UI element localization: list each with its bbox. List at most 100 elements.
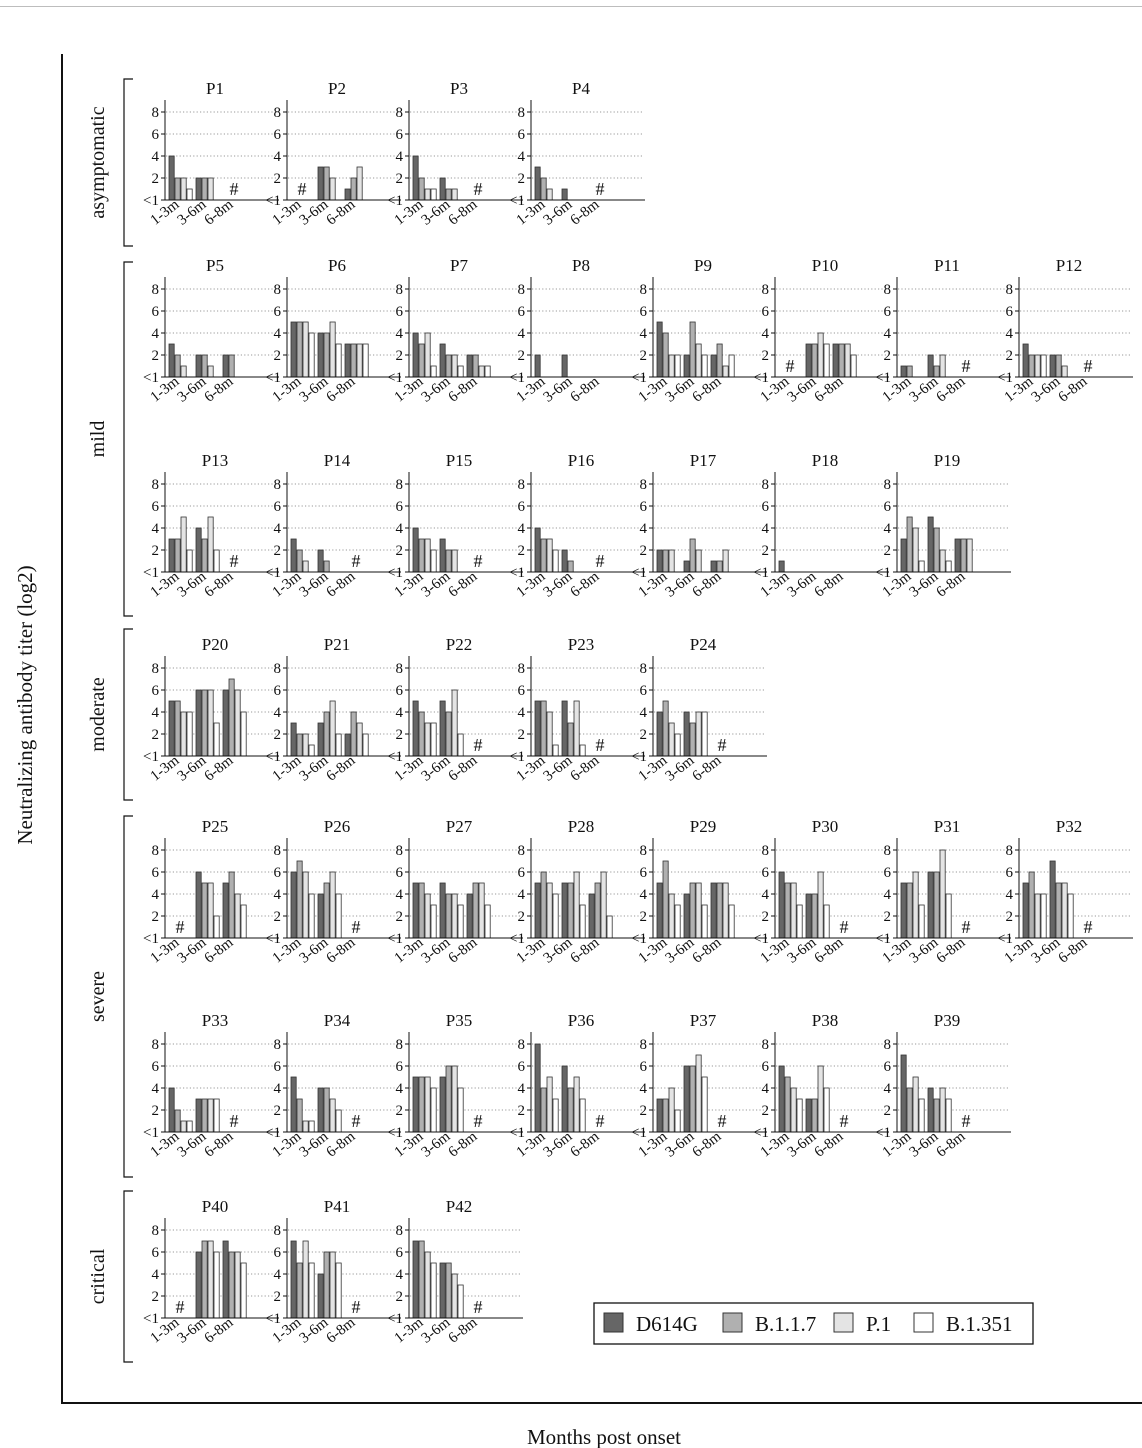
bar-p1 — [329, 1251, 336, 1319]
bar-d614g — [1022, 882, 1029, 939]
panel-title: P9 — [694, 256, 712, 275]
x-tick-label: 6-8m — [812, 568, 847, 600]
y-tick-label: 2 — [152, 543, 160, 559]
bar-b117 — [296, 733, 303, 757]
bar-b117 — [567, 722, 574, 757]
y-tick-label: 4 — [396, 326, 404, 342]
y-tick-label: 8 — [884, 477, 892, 493]
bar-d614g — [683, 1065, 690, 1133]
y-tick-label: 4 — [396, 1267, 404, 1283]
bar-d614g — [344, 343, 351, 378]
y-tick-label: 4 — [518, 521, 526, 537]
bar-p1 — [668, 722, 675, 757]
bar-b1351 — [430, 365, 437, 378]
bar-b117 — [689, 538, 696, 573]
bar-d614g — [561, 882, 568, 939]
y-tick-label: 4 — [640, 521, 648, 537]
bar-b1351 — [335, 343, 342, 378]
y-tick-label: 8 — [640, 661, 648, 677]
y-tick-label: 4 — [640, 887, 648, 903]
y-tick-label: <1 — [753, 931, 769, 947]
y-tick-label: 2 — [762, 348, 770, 364]
y-tick-label: <1 — [631, 1125, 647, 1141]
bar-p1 — [207, 365, 214, 378]
panel-title: P41 — [324, 1197, 350, 1216]
bar-b1351 — [186, 549, 193, 573]
panel-grid: P1#<124681-3m3-6m6-8mP2#<124681-3m3-6m6-… — [143, 79, 1133, 1347]
bar-b117 — [174, 177, 181, 201]
bar-b1351 — [796, 1098, 803, 1133]
group-bracket — [123, 628, 133, 801]
bar-b117 — [933, 527, 940, 573]
panel-title: P4 — [572, 79, 590, 98]
missing-marker: # — [352, 1297, 361, 1317]
y-tick-label: 4 — [640, 1081, 648, 1097]
bar-b117 — [716, 882, 723, 939]
y-tick-label: 8 — [640, 282, 648, 298]
bar-b117 — [174, 354, 181, 378]
bar-d614g — [805, 1098, 812, 1133]
bar-d614g — [290, 321, 297, 378]
y-tick-label: 6 — [274, 865, 282, 881]
bar-b117 — [418, 538, 425, 573]
x-tick-label: 3-6m — [663, 752, 698, 784]
y-tick-label: <1 — [265, 1125, 281, 1141]
bar-b1351 — [308, 1120, 315, 1133]
bar-p1 — [451, 354, 458, 378]
bar-p1 — [207, 882, 214, 939]
bar-b117 — [323, 1087, 330, 1133]
bar-p1 — [451, 549, 458, 573]
bar-b1351 — [701, 1076, 708, 1133]
bar-b1351 — [457, 904, 464, 939]
y-tick-label: 6 — [274, 304, 282, 320]
x-tick-label: 6-8m — [324, 196, 359, 228]
bar-b117 — [228, 1251, 235, 1319]
legend-swatch-b1351 — [913, 1312, 934, 1333]
panel-title: P35 — [446, 1011, 472, 1030]
x-tick-label: 3-6m — [175, 752, 210, 784]
bar-b117 — [1055, 354, 1062, 378]
y-tick-label: 6 — [762, 865, 770, 881]
y-tick-label: <1 — [387, 1125, 403, 1141]
missing-marker: # — [474, 551, 483, 571]
bar-d614g — [290, 722, 297, 757]
x-tick-label: 3-6m — [419, 196, 454, 228]
bar-b1351 — [430, 188, 437, 201]
x-tick-label: 6-8m — [202, 1314, 237, 1346]
missing-marker: # — [352, 1111, 361, 1131]
y-tick-label: 6 — [640, 499, 648, 515]
y-tick-label: <1 — [753, 1125, 769, 1141]
bar-d614g — [290, 871, 297, 939]
bar-p1 — [722, 549, 729, 573]
missing-marker: # — [352, 551, 361, 571]
bar-p1 — [329, 321, 336, 378]
y-tick-label: <1 — [143, 749, 159, 765]
bar-p1 — [600, 871, 607, 939]
missing-marker: # — [176, 917, 185, 937]
x-tick-label: 6-8m — [324, 373, 359, 405]
bar-p1 — [424, 1076, 431, 1133]
panel-title: P2 — [328, 79, 346, 98]
group-bracket — [123, 261, 133, 617]
legend-box — [593, 1302, 1034, 1345]
x-tick-label: 3-6m — [785, 568, 820, 600]
y-tick-label: <1 — [509, 1125, 525, 1141]
bar-b117 — [906, 1087, 913, 1133]
bar-d614g — [168, 1087, 175, 1133]
y-tick-label: 8 — [518, 477, 526, 493]
bar-b117 — [418, 1240, 425, 1319]
bar-b117 — [689, 321, 696, 378]
bar-p1 — [695, 882, 702, 939]
y-tick-label: <1 — [997, 370, 1013, 386]
y-tick-label: <1 — [265, 749, 281, 765]
y-tick-label: 2 — [274, 171, 282, 187]
bar-d614g — [656, 321, 663, 378]
